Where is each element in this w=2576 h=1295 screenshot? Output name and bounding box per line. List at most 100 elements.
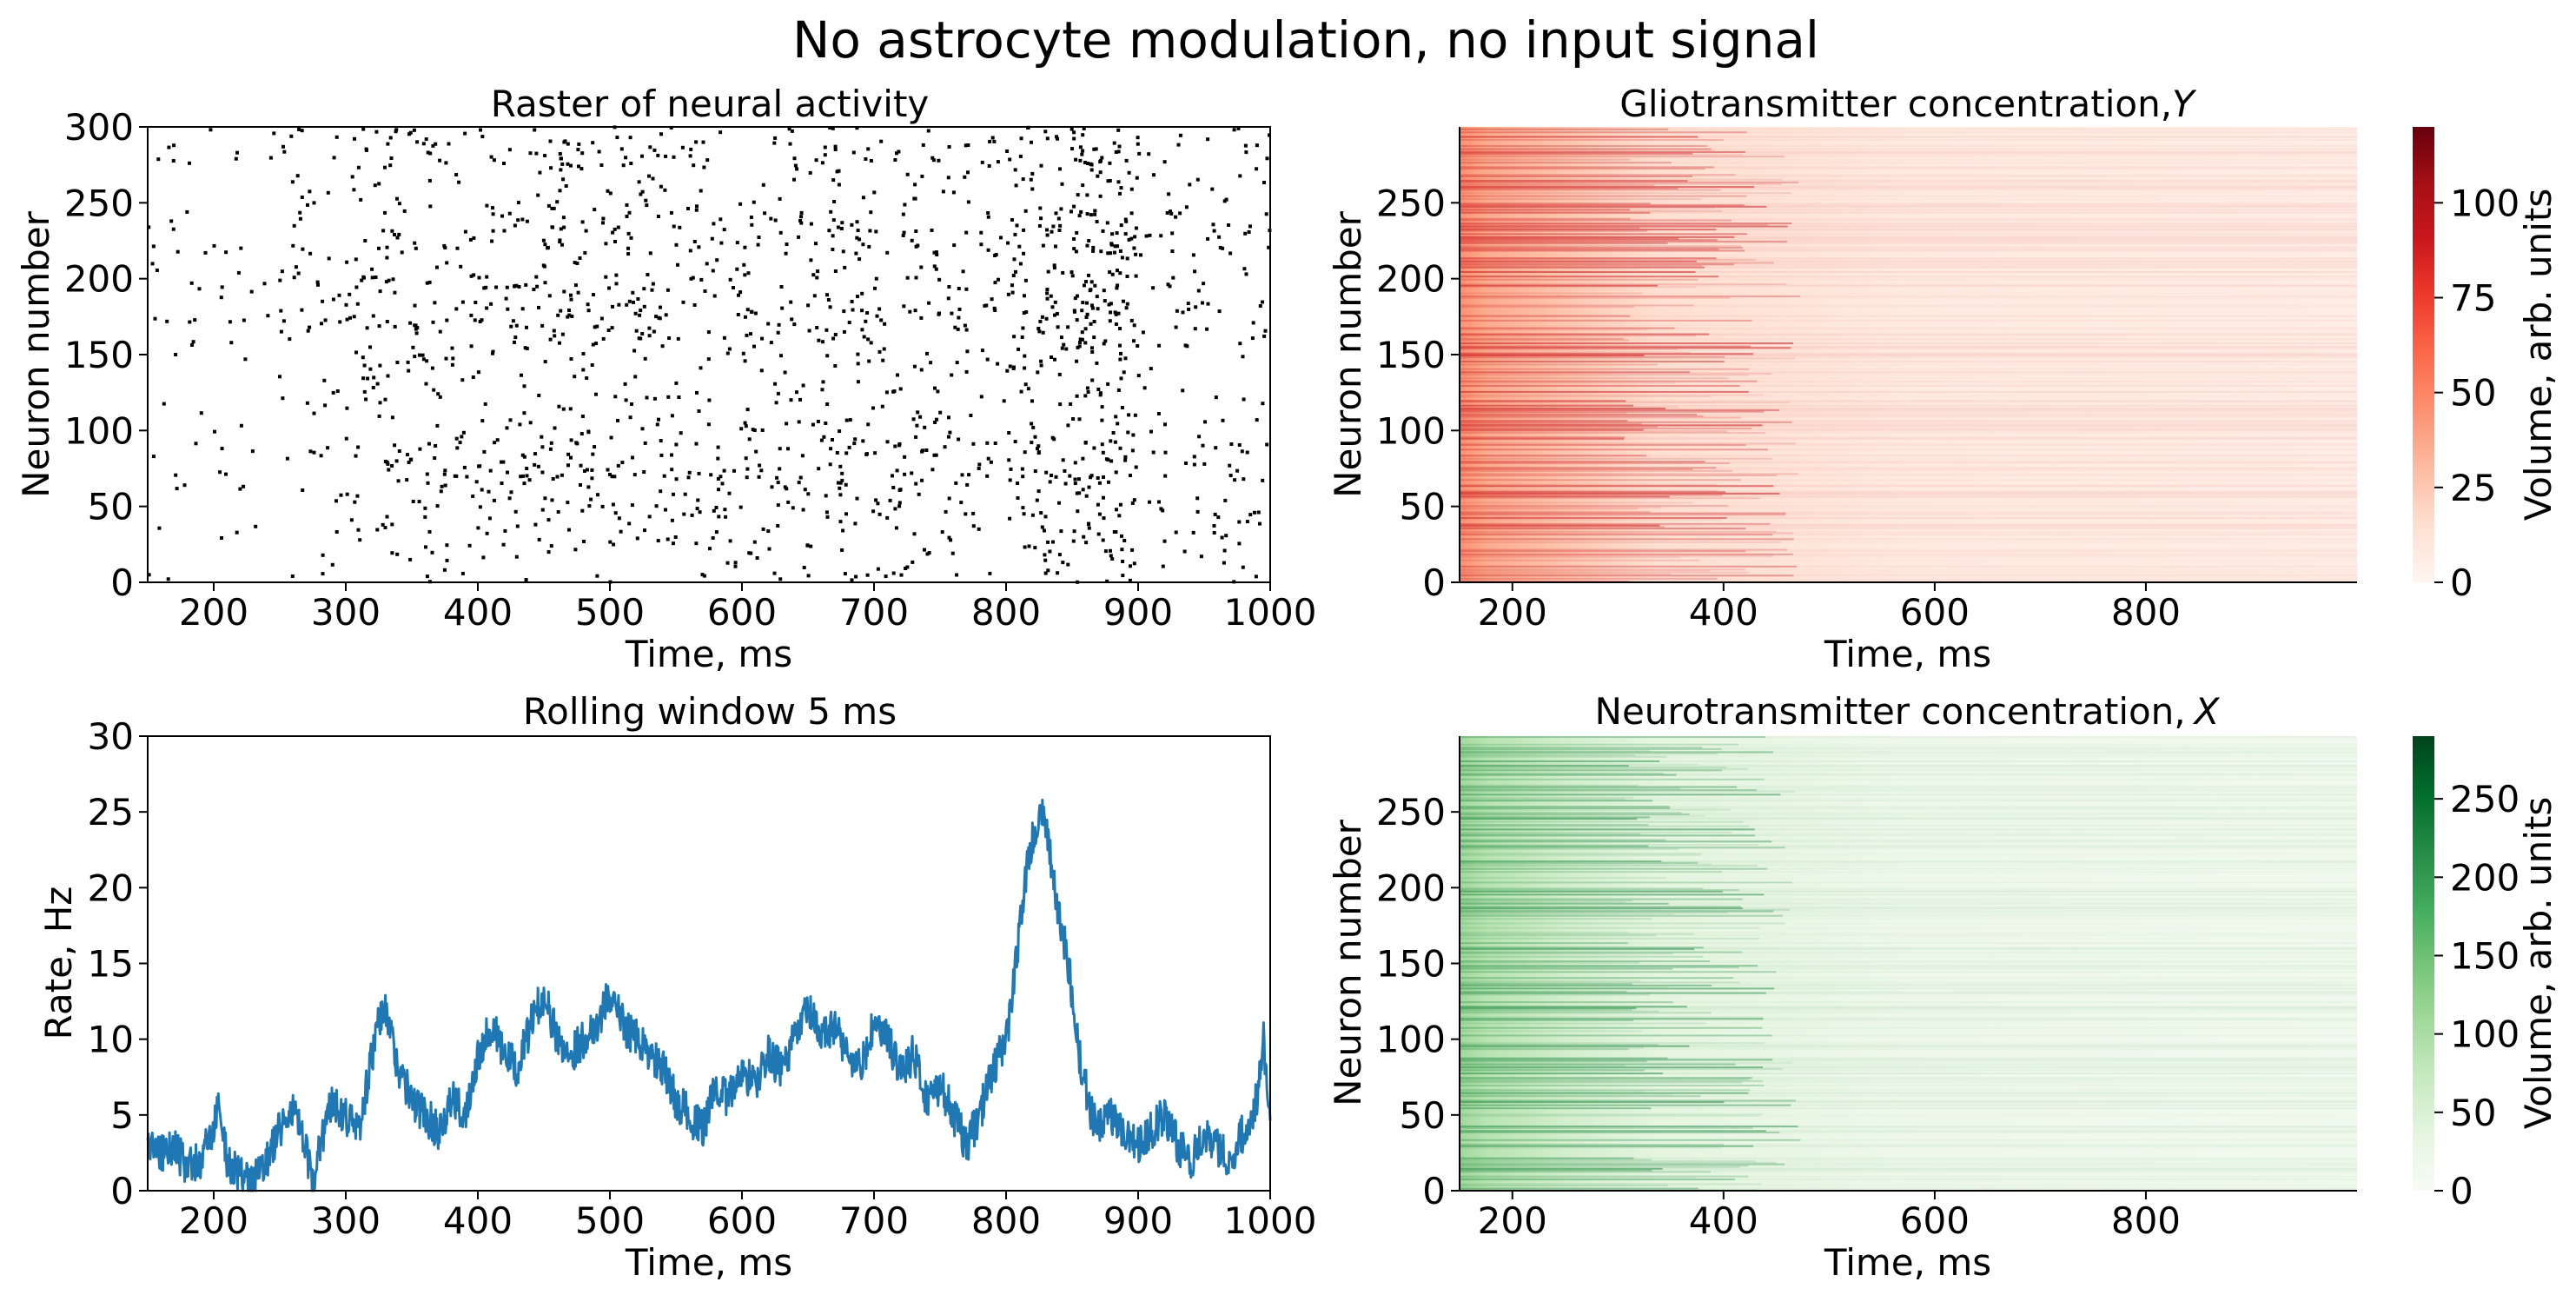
neuro-stripes-stripe — [1460, 912, 2357, 913]
glio-stripes-stripe — [1460, 495, 1670, 498]
raster-spike — [1011, 367, 1016, 370]
raster-spike — [1084, 494, 1089, 498]
raster-spike — [442, 472, 447, 476]
raster-spike — [378, 363, 382, 368]
glio-stripes-stripe — [1460, 565, 2357, 568]
raster-spike — [1039, 511, 1043, 515]
raster-spike — [278, 278, 282, 282]
raster-spike — [627, 299, 632, 303]
raster-spike — [923, 425, 927, 429]
raster-spike — [1063, 468, 1067, 473]
raster-spike — [1036, 444, 1041, 448]
raster-spike — [735, 267, 739, 271]
raster-spike — [817, 467, 821, 471]
raster-spike — [589, 497, 593, 501]
raster-spike — [947, 285, 951, 289]
raster-spike — [719, 241, 724, 245]
raster-spike — [828, 305, 832, 309]
raster-spike — [868, 229, 872, 233]
raster-spike — [489, 155, 493, 159]
raster-spike — [358, 538, 362, 542]
glio-stripes-stripe — [1460, 333, 2357, 335]
raster-spike — [779, 354, 783, 358]
glio-stripes-stripe — [1460, 239, 1718, 242]
raster-spike — [319, 454, 323, 458]
glio-stripes-stripe — [1460, 174, 2357, 176]
raster-spike — [426, 481, 430, 485]
raster-spike — [1039, 216, 1043, 221]
raster-spike — [964, 287, 969, 291]
raster-spike — [445, 543, 449, 548]
raster-spike — [608, 473, 612, 476]
neuro-stripes-stripe — [1460, 965, 1758, 967]
glio-stripes-stripe — [1460, 467, 2357, 469]
glio-stripes-stripe — [1460, 295, 2357, 297]
raster-spike — [1122, 539, 1127, 542]
neuro-stripes-stripe — [1460, 926, 1760, 929]
raster-spike — [374, 130, 379, 134]
raster-spike — [533, 462, 537, 467]
raster-spike — [833, 269, 838, 273]
raster-spike — [639, 309, 643, 313]
neuro-stripes-stripe — [1460, 981, 1740, 984]
raster-spike — [1085, 162, 1089, 165]
raster-spike — [716, 445, 720, 449]
raster-spike — [717, 488, 720, 492]
neuro-colorbar — [2413, 736, 2434, 1191]
raster-spike — [694, 442, 699, 446]
raster-spike — [738, 505, 743, 509]
raster-spike — [738, 290, 743, 295]
raster-spike — [356, 528, 361, 532]
glio-stripes-stripe — [1460, 175, 1692, 177]
raster-spike — [901, 234, 905, 237]
glio-stripes-stripe — [1460, 333, 1710, 335]
raster-spike — [378, 289, 382, 294]
raster-spike — [806, 492, 811, 496]
raster-spike — [1116, 422, 1120, 426]
raster-spike — [672, 224, 676, 229]
raster-spike — [153, 316, 157, 321]
glio-stripes-stripe — [1460, 514, 1786, 516]
raster-spike — [679, 431, 683, 435]
glio-stripes-stripe — [1460, 432, 2357, 434]
raster-spike — [520, 307, 525, 311]
raster-spike — [301, 247, 305, 251]
raster-spike — [493, 441, 497, 445]
glio-stripes-stripe — [1460, 227, 2357, 229]
raster-spike — [385, 245, 389, 249]
raster-spike — [1043, 130, 1048, 134]
raster-spike — [985, 357, 990, 362]
raster-spike — [884, 574, 888, 579]
raster-spike — [1185, 344, 1189, 349]
raster-spike — [914, 276, 918, 280]
raster-spike — [1206, 236, 1210, 241]
raster-spike — [150, 262, 155, 266]
raster-spike — [950, 311, 954, 315]
raster-spike — [680, 145, 685, 149]
raster-spike — [289, 134, 294, 138]
raster-spike — [1075, 359, 1079, 363]
raster-spike — [463, 131, 467, 136]
raster-spike — [613, 475, 617, 479]
raster-spike — [749, 216, 753, 219]
glio-stripes-stripe — [1460, 549, 2357, 551]
neuro-stripes-stripe — [1460, 845, 1649, 847]
raster-spike — [891, 571, 896, 575]
raster-spike — [642, 287, 646, 291]
glio-stripes-stripe — [1460, 279, 2357, 281]
raster-spike — [516, 218, 520, 222]
raster-spike — [1163, 422, 1167, 427]
neuro-stripes-stripe — [1460, 948, 1695, 951]
raster-spike — [462, 465, 467, 469]
glio-stripes-stripe — [1460, 131, 1747, 134]
neuro-stripes-stripe — [1460, 753, 1718, 755]
raster-spike — [903, 203, 907, 207]
raster-spike — [869, 210, 873, 215]
glio-stripes-stripe — [1460, 571, 1749, 574]
neuro-stripes-stripe — [1460, 1157, 2357, 1159]
raster-spike — [147, 225, 151, 229]
raster-spike — [1132, 561, 1136, 566]
raster-spike — [977, 462, 982, 467]
glio-stripes-stripe — [1460, 556, 1680, 559]
